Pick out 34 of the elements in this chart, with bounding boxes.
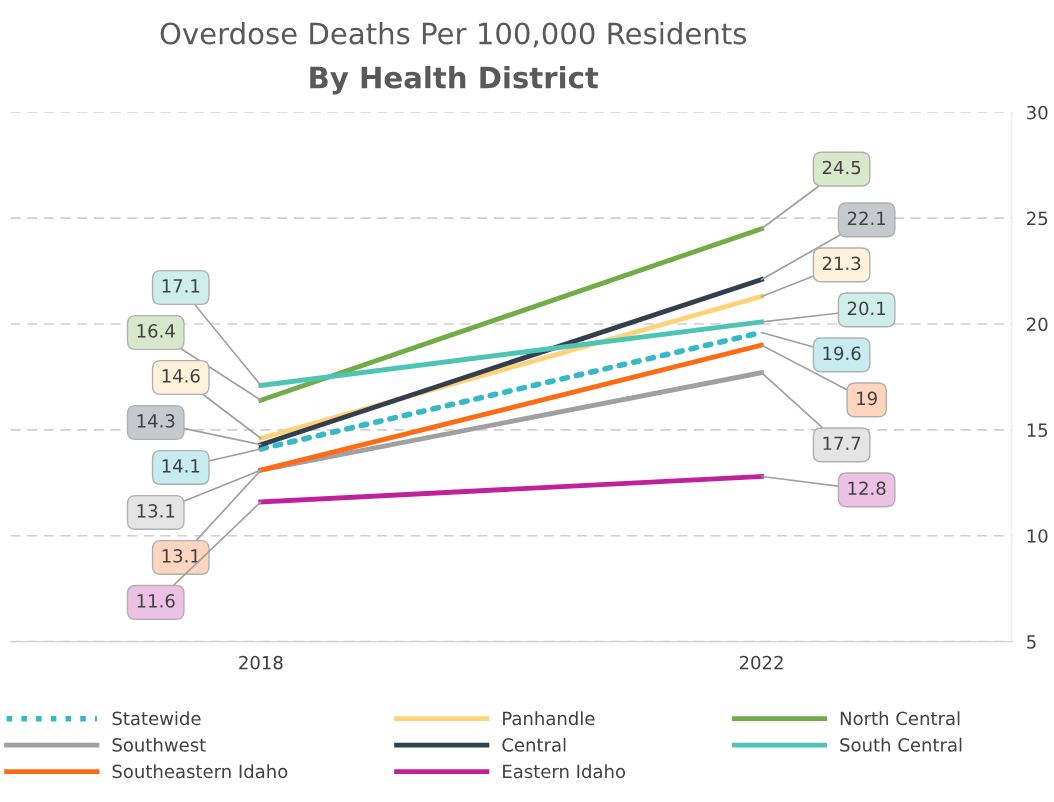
y-tick-label: 25 [1027, 211, 1048, 226]
annotation: 16.4 [137, 324, 175, 338]
annotation: 20.1 [847, 301, 886, 316]
annotation: 13.1 [137, 504, 175, 518]
y-tick-label: 30 [1027, 105, 1048, 120]
legend-label: Southwest [112, 737, 206, 752]
y-tick-label: 15 [1027, 423, 1048, 437]
annotation: 17.1 [162, 279, 200, 293]
legend-label: North Central [840, 711, 960, 726]
legend-label: South Central [840, 737, 962, 752]
annotation: 19.6 [823, 346, 861, 361]
x-tick-label: 2018 [239, 655, 283, 670]
legend-label: Southeastern Idaho [112, 764, 288, 779]
y-tick-label: 5 [1027, 635, 1036, 649]
chart-subtitle: By Health District [310, 65, 599, 95]
annotation: 24.5 [822, 160, 861, 175]
legend-label: Central [502, 737, 566, 752]
y-tick-label: 10 [1027, 529, 1048, 543]
legend-label: Panhandle [503, 711, 595, 726]
annotation: 14.3 [137, 414, 175, 428]
annotation: 12.8 [848, 481, 886, 496]
annotation: 14.1 [162, 459, 200, 473]
legend-label: Eastern Idaho [503, 764, 626, 779]
annotation: 17.7 [823, 436, 861, 450]
annotation: 11.6 [137, 594, 175, 608]
annotation: 19 [857, 391, 877, 406]
annotation: 21.3 [822, 256, 861, 271]
legend-label: Statewide [112, 711, 201, 726]
chart-title: Overdose Deaths Per 100,000 Residents [160, 21, 747, 48]
x-tick-label: 2022 [739, 655, 783, 670]
annotation: 13.1 [162, 549, 200, 563]
annotation: 14.6 [162, 369, 200, 383]
annotation: 22.1 [847, 211, 886, 225]
y-tick-label: 20 [1027, 317, 1048, 332]
